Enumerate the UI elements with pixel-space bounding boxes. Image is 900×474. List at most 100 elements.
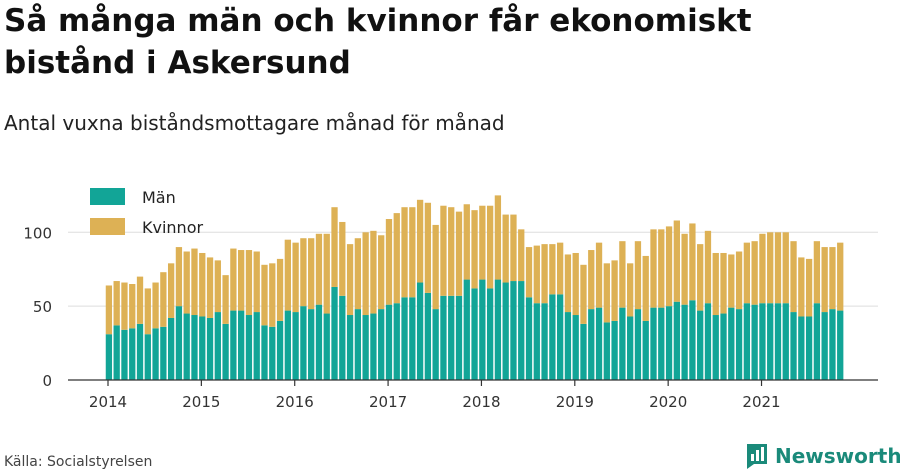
bar-kvinnor bbox=[284, 239, 291, 311]
bar-man bbox=[136, 323, 144, 380]
bar-man bbox=[634, 309, 642, 380]
bar-kvinnor bbox=[471, 210, 478, 289]
bar-man bbox=[144, 334, 151, 380]
bar-man bbox=[432, 309, 439, 380]
bar-man bbox=[735, 309, 743, 380]
bar-kvinnor bbox=[214, 260, 221, 313]
bar-kvinnor bbox=[261, 264, 268, 326]
bar-kvinnor bbox=[837, 242, 844, 311]
bar-man bbox=[284, 310, 291, 380]
bar-man bbox=[541, 303, 548, 380]
bar-man bbox=[611, 320, 618, 380]
bar-kvinnor bbox=[315, 233, 323, 305]
bar-kvinnor bbox=[136, 276, 144, 324]
bar-man bbox=[160, 326, 167, 380]
bar-kvinnor bbox=[821, 247, 828, 313]
bar-kvinnor bbox=[533, 245, 540, 304]
newsworthy-logo-icon bbox=[747, 444, 767, 469]
bar-kvinnor bbox=[673, 220, 680, 302]
bar-man bbox=[378, 309, 385, 380]
bar-kvinnor bbox=[362, 232, 369, 316]
bar-man bbox=[331, 286, 338, 380]
bar-kvinnor bbox=[206, 257, 214, 318]
bar-man bbox=[603, 322, 610, 380]
bar-kvinnor bbox=[175, 247, 183, 307]
bar-man bbox=[502, 282, 509, 380]
bar-man bbox=[759, 303, 766, 380]
bar-man bbox=[308, 309, 315, 380]
bar-man bbox=[619, 307, 626, 380]
y-tick-label: 50 bbox=[33, 298, 52, 316]
bar-kvinnor bbox=[813, 241, 821, 304]
bar-man bbox=[448, 295, 455, 380]
chart-title: Så många män och kvinnor får ekonomiskt … bbox=[4, 3, 752, 81]
bar-man bbox=[533, 303, 540, 380]
bar-kvinnor bbox=[401, 207, 408, 298]
bar-man bbox=[774, 303, 782, 380]
bar-kvinnor bbox=[199, 252, 206, 317]
bar-man bbox=[673, 301, 680, 380]
bar-man bbox=[401, 297, 408, 380]
bar-man bbox=[315, 304, 323, 380]
x-tick-label: 2015 bbox=[182, 393, 220, 411]
bar-man bbox=[455, 295, 463, 380]
bar-kvinnor bbox=[720, 252, 727, 314]
x-tick-label: 2019 bbox=[556, 393, 594, 411]
bar-man bbox=[230, 310, 237, 380]
bar-kvinnor bbox=[525, 247, 533, 298]
bar-man bbox=[494, 279, 502, 380]
x-tick-label: 2014 bbox=[89, 393, 127, 411]
bar-kvinnor bbox=[129, 284, 136, 329]
bar-man bbox=[323, 313, 330, 380]
y-tick-label: 0 bbox=[42, 372, 52, 390]
bar-man bbox=[712, 315, 719, 380]
bar-kvinnor bbox=[627, 263, 634, 317]
bar-kvinnor bbox=[642, 255, 649, 321]
bar-man bbox=[214, 312, 221, 380]
newsworthy-brand[interactable]: Newsworthy bbox=[745, 442, 900, 470]
bar-kvinnor bbox=[160, 272, 167, 327]
bar-kvinnor bbox=[759, 233, 766, 304]
bar-kvinnor bbox=[556, 242, 564, 295]
bar-man bbox=[167, 317, 175, 380]
bar-man bbox=[113, 325, 120, 380]
chart-subtitle: Antal vuxna biståndsmottagare månad för … bbox=[4, 111, 505, 135]
bar-man bbox=[564, 312, 572, 380]
bar-man bbox=[440, 295, 447, 380]
bar-kvinnor bbox=[595, 242, 603, 308]
bar-kvinnor bbox=[238, 250, 245, 311]
bar-kvinnor bbox=[416, 199, 424, 283]
bar-man bbox=[129, 328, 136, 380]
bar-kvinnor bbox=[650, 229, 657, 308]
bar-man bbox=[751, 304, 758, 380]
bar-man bbox=[580, 323, 587, 380]
bar-kvinnor bbox=[144, 288, 151, 335]
bar-kvinnor bbox=[665, 226, 673, 307]
bar-kvinnor bbox=[572, 252, 579, 316]
bar-man bbox=[642, 320, 649, 380]
bar-kvinnor bbox=[346, 244, 354, 316]
bar-kvinnor bbox=[245, 250, 253, 316]
bar-man bbox=[790, 312, 797, 380]
bar-kvinnor bbox=[588, 250, 595, 310]
bar-kvinnor bbox=[276, 258, 284, 321]
bar-kvinnor bbox=[743, 242, 751, 304]
bar-kvinnor bbox=[518, 229, 525, 282]
x-tick-label: 2020 bbox=[649, 393, 687, 411]
bar-kvinnor bbox=[502, 214, 509, 283]
bar-man bbox=[409, 297, 416, 380]
bar-man bbox=[665, 306, 673, 380]
bar-man bbox=[704, 303, 712, 380]
bar-man bbox=[222, 323, 229, 380]
bar-man bbox=[821, 312, 828, 380]
x-tick-label: 2018 bbox=[462, 393, 500, 411]
bar-kvinnor bbox=[549, 244, 556, 295]
bar-kvinnor bbox=[339, 221, 346, 296]
bar-man bbox=[595, 307, 603, 380]
bar-kvinnor bbox=[230, 248, 237, 311]
bar-man bbox=[183, 313, 190, 380]
bar-man bbox=[471, 288, 478, 380]
bar-kvinnor bbox=[712, 252, 719, 316]
bar-kvinnor bbox=[774, 232, 782, 304]
